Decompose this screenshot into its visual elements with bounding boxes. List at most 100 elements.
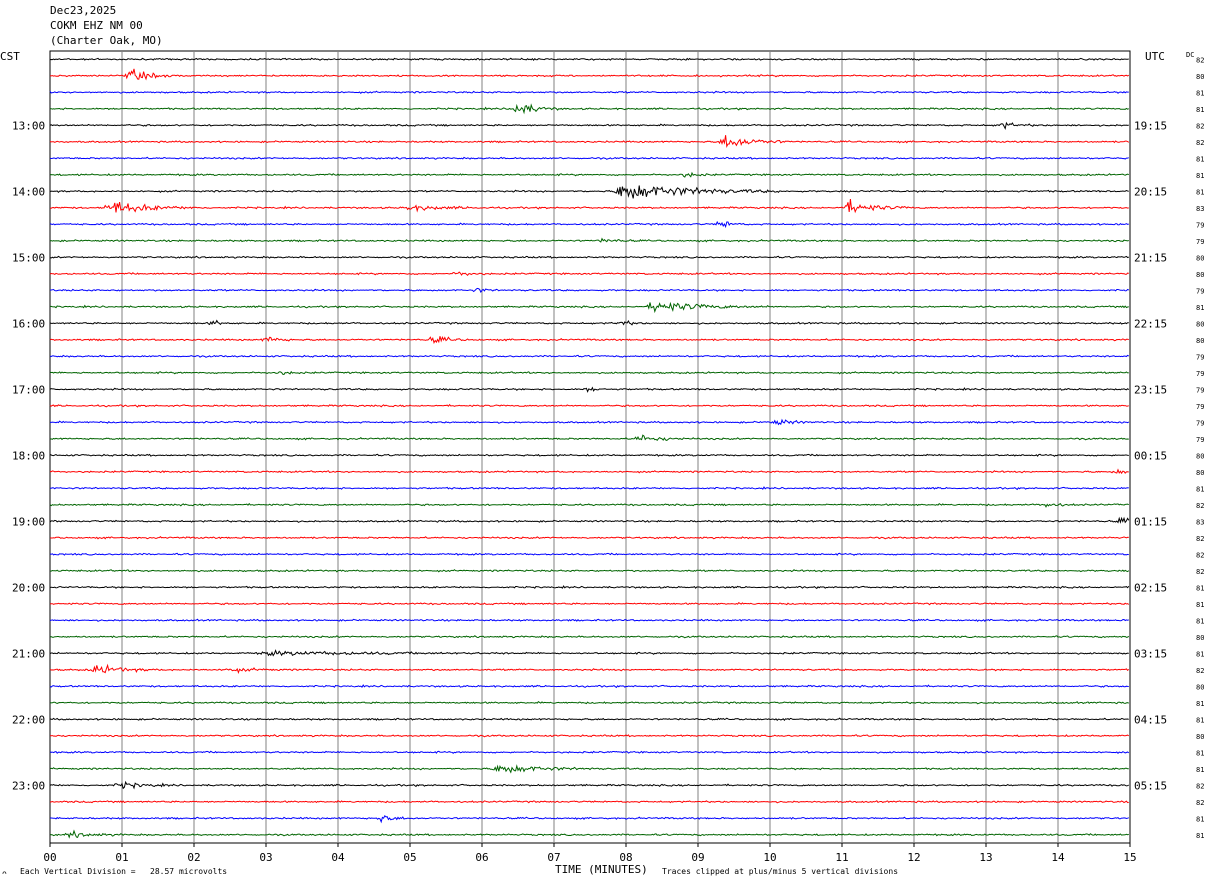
dc-label: DC — [1186, 51, 1194, 59]
utc-hour-label: 19:15 — [1134, 119, 1167, 132]
dc-value-label: 79 — [1196, 419, 1204, 427]
seismic-trace — [49, 453, 1129, 457]
seismic-trace — [49, 635, 1130, 639]
cst-hour-label: 15:00 — [12, 251, 45, 264]
dc-value-label: 82 — [1196, 56, 1204, 64]
x-tick-label: 14 — [1051, 851, 1065, 864]
seismic-traces — [49, 57, 1130, 839]
dc-value-label: 79 — [1196, 370, 1204, 378]
seismic-trace — [49, 552, 1129, 556]
dc-value-label: 80 — [1196, 320, 1204, 328]
cst-hour-label: 20:00 — [12, 581, 45, 594]
dc-value-label: 80 — [1196, 683, 1204, 691]
dc-value-label: 82 — [1196, 139, 1204, 147]
dc-value-label: 81 — [1196, 650, 1204, 658]
x-tick-label: 01 — [115, 851, 128, 864]
seismic-trace — [49, 171, 1129, 178]
seismic-trace — [49, 135, 1130, 148]
dc-value-label: 82 — [1196, 568, 1204, 576]
cst-axis-label: CST — [0, 50, 20, 63]
dc-value-label: 81 — [1196, 106, 1204, 114]
x-tick-label: 06 — [475, 851, 488, 864]
utc-hour-label: 04:15 — [1134, 713, 1167, 726]
seismic-trace — [49, 156, 1129, 160]
cst-hour-label: 14:00 — [12, 185, 45, 198]
seismic-trace — [49, 255, 1129, 259]
dc-value-label: 80 — [1196, 73, 1204, 81]
seismic-trace — [49, 734, 1130, 738]
seismic-trace — [49, 386, 1130, 393]
dc-value-label: 81 — [1196, 172, 1204, 180]
seismic-trace — [49, 536, 1129, 540]
seismic-trace — [49, 403, 1129, 408]
dc-value-label: 79 — [1196, 238, 1204, 246]
dc-value-label: 79 — [1196, 353, 1204, 361]
cst-hour-label: 17:00 — [12, 383, 45, 396]
plot-grid — [49, 50, 1131, 847]
seismic-trace — [49, 271, 1129, 277]
dc-value-label: 81 — [1196, 749, 1204, 757]
seismic-trace — [49, 750, 1130, 755]
dc-value-label: 82 — [1196, 535, 1204, 543]
seismic-trace — [50, 569, 1130, 573]
seismic-trace — [49, 618, 1129, 623]
seismic-trace — [49, 287, 1129, 293]
station-code: COKM EHZ NM 00 — [50, 19, 143, 32]
dc-value-label: 81 — [1196, 716, 1204, 724]
x-tick-label: 04 — [331, 851, 345, 864]
seismic-trace — [49, 502, 1130, 508]
dc-value-label: 81 — [1196, 304, 1204, 312]
dc-value-label: 81 — [1196, 601, 1204, 609]
dc-value-label: 83 — [1196, 205, 1204, 213]
dc-value-label: 83 — [1196, 518, 1204, 526]
seismic-trace — [49, 90, 1129, 95]
dc-value-label: 82 — [1196, 551, 1204, 559]
dc-value-label: 79 — [1196, 386, 1204, 394]
x-tick-label: 00 — [43, 851, 56, 864]
utc-hour-label: 03:15 — [1134, 647, 1167, 660]
seismic-trace — [49, 717, 1129, 722]
dc-value-label: 82 — [1196, 799, 1204, 807]
dc-value-label: 80 — [1196, 634, 1204, 642]
seismic-trace — [49, 516, 1130, 524]
dc-value-label: 81 — [1196, 815, 1204, 823]
seismic-trace — [49, 800, 1129, 804]
station-location: (Charter Oak, MO) — [50, 34, 163, 47]
seismic-trace — [49, 237, 1129, 243]
seismic-trace — [49, 103, 1129, 115]
dc-value-label: 80 — [1196, 271, 1204, 279]
seismic-trace — [49, 829, 1129, 839]
seismic-trace — [49, 780, 1130, 790]
x-tick-label: 11 — [835, 851, 848, 864]
dc-value-label: 79 — [1196, 221, 1204, 229]
dc-value-label: 81 — [1196, 700, 1204, 708]
seismic-trace — [49, 602, 1130, 606]
plot-date: Dec23,2025 — [50, 4, 117, 17]
x-tick-label: 05 — [403, 851, 416, 864]
dc-value-label: 81 — [1196, 89, 1204, 97]
dc-value-label: 80 — [1196, 469, 1204, 477]
cst-hour-label: 19:00 — [12, 515, 45, 528]
utc-hour-label: 01:15 — [1134, 515, 1167, 528]
utc-hour-label: 23:15 — [1134, 383, 1167, 396]
dc-value-label: 79 — [1196, 436, 1204, 444]
seismic-trace — [49, 319, 1129, 326]
dc-value-label: 80 — [1196, 733, 1204, 741]
seismic-trace — [49, 434, 1129, 441]
dc-value-label: 80 — [1196, 254, 1204, 262]
seismic-trace — [49, 57, 1129, 62]
utc-hour-label: 21:15 — [1134, 251, 1167, 264]
seismic-trace — [49, 684, 1129, 689]
dc-value-label: 81 — [1196, 584, 1204, 592]
cst-hour-label: 13:00 — [12, 119, 45, 132]
dc-value-label: 80 — [1196, 452, 1204, 460]
seismic-trace — [49, 220, 1129, 229]
x-tick-label: 02 — [187, 851, 200, 864]
x-tick-label: 10 — [763, 851, 776, 864]
seismic-trace — [50, 486, 1129, 491]
utc-hour-label: 00:15 — [1134, 449, 1167, 462]
cst-hour-label: 16:00 — [12, 317, 45, 330]
dc-value-label: 79 — [1196, 287, 1204, 295]
plot-frame — [49, 50, 1131, 844]
